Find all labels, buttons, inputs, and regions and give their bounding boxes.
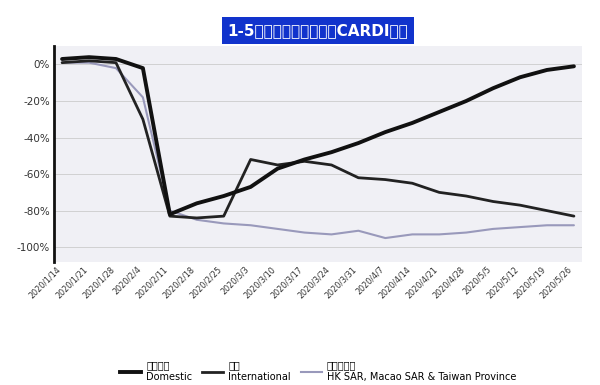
Title: 1-5月中国不同航线市圼CARDI分析: 1-5月中国不同航线市圼CARDI分析: [227, 23, 409, 38]
Legend: 中国内地
Domestic, 国际
International, 港澳台地区
HK SAR, Macao SAR & Taiwan Province: 中国内地 Domestic, 国际 International, 港澳台地区 H…: [120, 360, 516, 382]
